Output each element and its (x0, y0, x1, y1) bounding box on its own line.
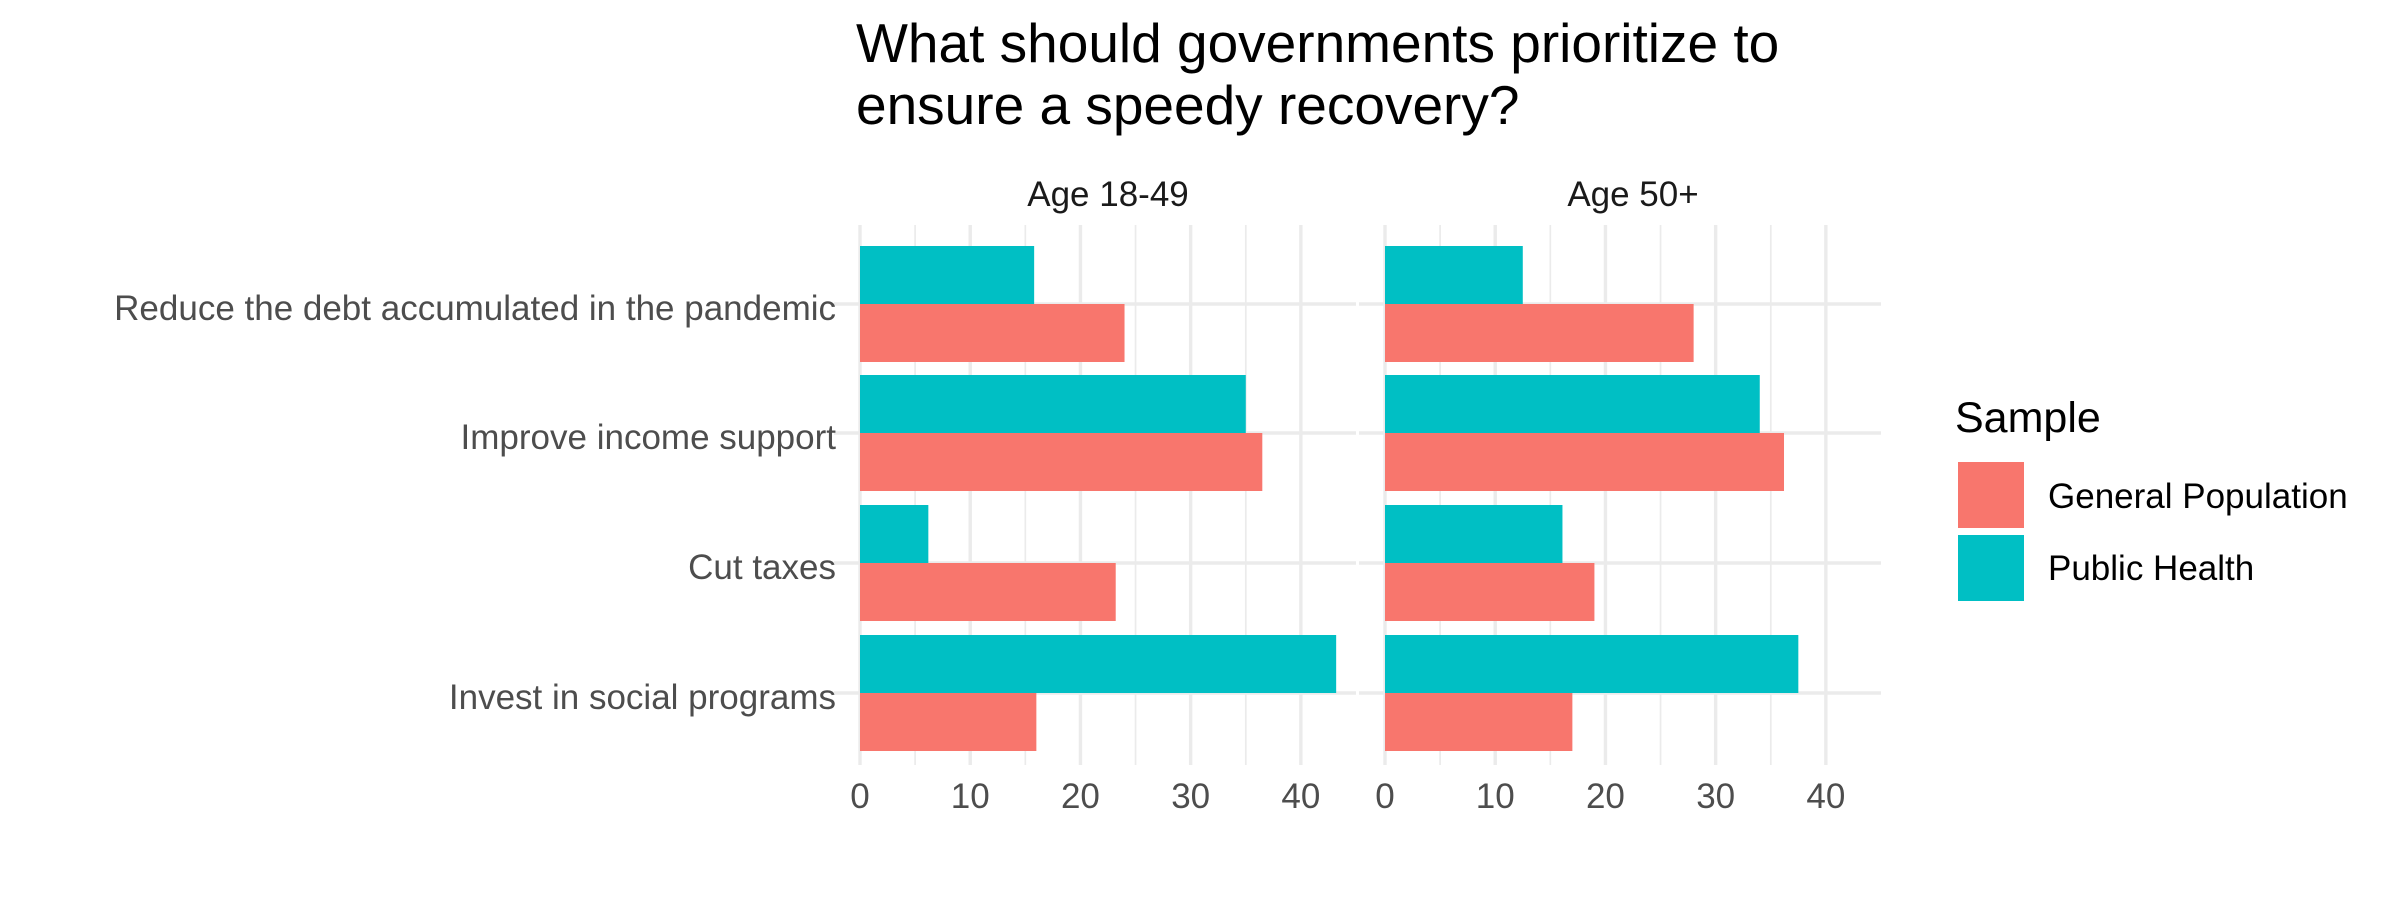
bar-age-18-49-general-population-improve-income-support (860, 433, 1263, 491)
legend-title: Sample (1955, 394, 2101, 442)
bar-age-50-public-health-cut-taxes (1385, 505, 1563, 563)
x-tick-label-age-18-49-10: 10 (951, 777, 990, 816)
bar-age-18-49-public-health-invest-in-social-programs (860, 635, 1337, 693)
category-label-improve-income-support: Improve income support (461, 418, 837, 457)
x-tick-label-age-18-49-40: 40 (1281, 777, 1320, 816)
bar-age-18-49-public-health-improve-income-support (860, 375, 1246, 433)
bar-age-18-49-general-population-invest-in-social-programs (860, 693, 1037, 751)
bar-age-18-49-general-population-cut-taxes (860, 563, 1116, 621)
bar-age-50-public-health-reduce-the-debt-accumulated-in-the-pandemic (1385, 246, 1523, 304)
chart-title-line-1: What should governments prioritize to (856, 12, 1779, 74)
bar-age-50-public-health-invest-in-social-programs (1385, 635, 1799, 693)
bar-age-50-general-population-improve-income-support (1385, 433, 1785, 491)
x-tick-label-age-50-40: 40 (1806, 777, 1845, 816)
facet-panel-age-50plus (1359, 225, 1881, 765)
bar-age-50-public-health-improve-income-support (1385, 375, 1760, 433)
x-tick-label-age-18-49-20: 20 (1061, 777, 1100, 816)
x-tick-label-age-50-30: 30 (1696, 777, 1735, 816)
x-axis-age-18-49: 0 10 20 30 40 (850, 777, 1320, 816)
category-label-reduce-debt: Reduce the debt accumulated in the pande… (114, 289, 836, 328)
bar-age-18-49-public-health-reduce-the-debt-accumulated-in-the-pandemic (860, 246, 1035, 304)
bar-age-50-general-population-invest-in-social-programs (1385, 693, 1573, 751)
category-label-cut-taxes: Cut taxes (688, 548, 836, 587)
legend-label-public-health: Public Health (2048, 549, 2254, 588)
category-label-invest-social-programs: Invest in social programs (449, 678, 836, 717)
legend-key-general-population (1958, 462, 2024, 528)
category-axis: Reduce the debt accumulated in the pande… (114, 289, 836, 717)
x-tick-label-age-50-20: 20 (1586, 777, 1625, 816)
x-tick-label-age-18-49-30: 30 (1171, 777, 1210, 816)
facet-label-age-18-49: Age 18-49 (1027, 175, 1189, 214)
bar-age-18-49-public-health-cut-taxes (860, 505, 929, 563)
x-tick-label-age-50-0: 0 (1375, 777, 1394, 816)
bar-age-50-general-population-reduce-the-debt-accumulated-in-the-pandemic (1385, 304, 1694, 362)
legend-key-public-health (1958, 535, 2024, 601)
chart-title-line-2: ensure a speedy recovery? (856, 74, 1519, 136)
bar-age-18-49-general-population-reduce-the-debt-accumulated-in-the-pandemic (860, 304, 1125, 362)
legend: Sample General Population Public Health (1955, 394, 2348, 601)
legend-label-general-population: General Population (2048, 477, 2348, 516)
x-tick-label-age-50-10: 10 (1476, 777, 1515, 816)
bar-age-50-general-population-cut-taxes (1385, 563, 1595, 621)
facet-label-age-50plus: Age 50+ (1567, 175, 1698, 214)
x-axis-age-50plus: 0 10 20 30 40 (1375, 777, 1845, 816)
x-tick-label-age-18-49-0: 0 (850, 777, 869, 816)
facet-panel-age-18-49 (834, 225, 1356, 765)
